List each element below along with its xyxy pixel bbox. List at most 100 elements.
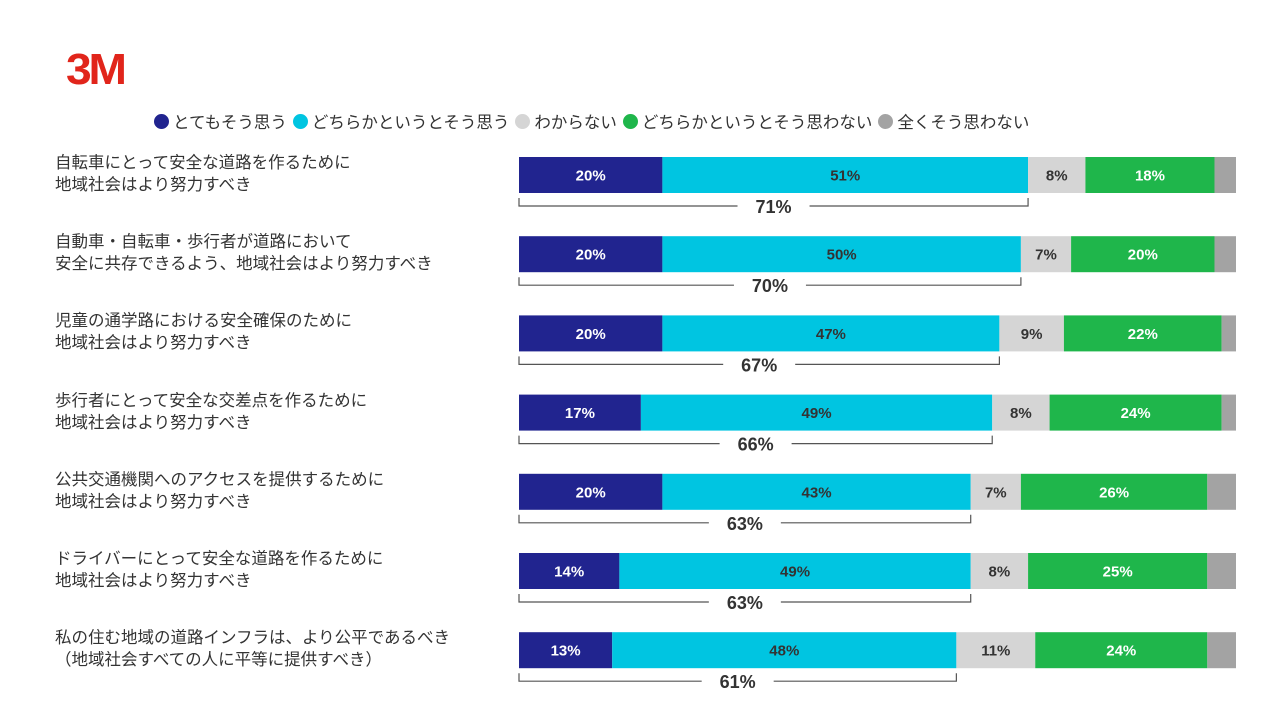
agree-total-label: 70% xyxy=(752,276,788,296)
agree-bracket xyxy=(518,356,1000,365)
bar-segment-label: 26% xyxy=(1099,484,1129,501)
legend-item: とてもそう思う xyxy=(154,109,287,133)
row-label-line2: 地域社会はより努力すべき xyxy=(55,571,252,590)
bar-segment xyxy=(1035,632,1208,669)
bar-segment xyxy=(1214,157,1236,193)
legend-item: わからない xyxy=(515,109,617,133)
bar-segment xyxy=(1020,236,1072,273)
bar-segment xyxy=(519,553,620,589)
bar-segment-label: 8% xyxy=(1010,405,1032,422)
bar-segment-label: 49% xyxy=(780,564,810,581)
row-label-line2: 地域社会はより努力すべき xyxy=(55,333,252,353)
legend-label: 全くそう思わない xyxy=(897,113,1030,132)
agree-bracket xyxy=(518,277,1022,286)
bar-segment-label: 11% xyxy=(981,643,1010,660)
bar-segment-label: 18% xyxy=(1135,168,1165,185)
bar-segment xyxy=(1020,473,1208,510)
bar-segment-label: 20% xyxy=(576,247,606,264)
row-label: 自動車・自転車・歩行者が道路において 安全に共存できるよう、地域社会はより努力すべ… xyxy=(55,231,433,275)
bar-segment xyxy=(992,394,1050,431)
bar-segment-label: 49% xyxy=(802,405,832,422)
bar-segment xyxy=(1207,473,1236,510)
bar-segment-label: 13% xyxy=(551,643,581,660)
row-label-line1: 自動車・自転車・歩行者が道路において xyxy=(55,232,352,252)
legend-swatch xyxy=(292,113,308,129)
bar-segment xyxy=(1071,236,1215,273)
bar-segment-label: 20% xyxy=(576,484,606,501)
bar-segment xyxy=(970,473,1021,510)
bar-segment-label: 48% xyxy=(769,643,799,660)
row-label-line2: （地域社会すべての人に平等に提供すべき） xyxy=(55,650,383,670)
bar-segment xyxy=(662,157,1029,193)
legend-label: とてもそう思う xyxy=(173,113,287,132)
agree-total-label: 63% xyxy=(727,514,763,534)
agree-total-label: 61% xyxy=(720,672,756,692)
bar-segment xyxy=(662,236,1021,273)
bar-segment-label: 8% xyxy=(989,564,1011,581)
bar-segment xyxy=(1207,632,1236,669)
legend-label: どちらかというとそう思う xyxy=(311,113,510,132)
bar-segment-label: 50% xyxy=(827,247,857,264)
bar-segment xyxy=(1214,236,1236,273)
bar-segment-label: 24% xyxy=(1121,405,1151,422)
bar-segment-label: 20% xyxy=(1128,247,1158,264)
row-label: 私の住む地域の道路インフラは、より公平であるべき （地域社会すべての人に平等に提供… xyxy=(55,627,450,671)
row-label-line2: 安全に共存できるよう、地域社会はより努力すべき xyxy=(55,254,433,274)
legend-swatch xyxy=(154,113,169,129)
bar-segment xyxy=(956,632,1036,669)
row-label: 公共交通機関へのアクセスを提供するために 地域社会はより努力すべき xyxy=(55,469,384,513)
bar-segment-label: 9% xyxy=(1021,326,1043,343)
bar-segment-label: 51% xyxy=(830,168,860,185)
bar-segment-label: 25% xyxy=(1103,564,1133,581)
chart-legend: とてもそう思う どちらかというとそう思う わからない どちらかというとそう思わない 全く… xyxy=(154,109,1035,133)
row-label-line1: 私の住む地域の道路インフラは、より公平であるべき xyxy=(55,628,451,648)
agree-bracket xyxy=(518,594,972,603)
bar-segment xyxy=(999,315,1064,352)
legend-swatch xyxy=(622,113,638,129)
bar-segment-label: 47% xyxy=(816,326,846,343)
row-label-line1: 公共交通機関へのアクセスを提供するために xyxy=(55,469,385,489)
bar-segment xyxy=(519,632,613,669)
row-label-line1: 自転車にとって安全な道路を作るために xyxy=(55,153,351,172)
legend-item: 全くそう思わない xyxy=(878,109,1029,133)
row-label: 自転車にとって安全な道路を作るために 地域社会はより努力すべき xyxy=(55,152,351,196)
row-label-line2: 地域社会はより努力すべき xyxy=(55,412,252,432)
bar-segment xyxy=(519,315,663,352)
bar-segment xyxy=(619,553,971,589)
row-label-line1: 児童の通学路における安全確保のために xyxy=(55,311,352,331)
bar-segment xyxy=(970,553,1029,589)
agree-total-label: 66% xyxy=(738,435,774,455)
legend-swatch xyxy=(878,113,894,129)
bar-segment-label: 20% xyxy=(576,326,606,343)
bar-segment xyxy=(1028,553,1208,589)
bar-segment-label: 7% xyxy=(985,484,1007,501)
row-label: 児童の通学路における安全確保のために 地域社会はより努力すべき xyxy=(55,310,352,354)
legend-swatch xyxy=(515,113,531,129)
row-label-line1: ドライバーにとって安全な道路を作るために xyxy=(55,549,384,568)
agree-total-label: 63% xyxy=(727,593,763,613)
row-label-line2: 地域社会はより努力すべき xyxy=(55,175,252,194)
agree-bracket xyxy=(518,435,993,445)
bar-segment-label: 7% xyxy=(1035,247,1057,264)
agree-bracket xyxy=(518,198,1029,207)
bar-segment xyxy=(662,473,971,510)
row-label-line1: 歩行者にとって安全な交差点を作るために xyxy=(55,390,368,410)
bar-segment xyxy=(612,632,957,669)
bar-segment-label: 43% xyxy=(802,484,832,501)
bar-segment xyxy=(1049,394,1222,431)
bar-segment-label: 24% xyxy=(1106,643,1136,660)
bar-segment xyxy=(1085,157,1215,193)
bar-segment xyxy=(519,157,663,193)
bar-segment-label: 8% xyxy=(1046,168,1068,185)
bar-segment-label: 22% xyxy=(1128,326,1158,343)
bar-segment-label: 17% xyxy=(565,405,595,422)
row-label: ドライバーにとって安全な道路を作るために 地域社会はより努力すべき xyxy=(55,548,383,592)
bar-segment xyxy=(1063,315,1222,352)
row-label-line2: 地域社会はより努力すべき xyxy=(55,491,252,511)
legend-label: わからない xyxy=(534,113,617,132)
bar-segment xyxy=(1028,157,1086,193)
bar-segment-label: 14% xyxy=(554,564,584,581)
legend-label: どちらかというとそう思わない xyxy=(641,113,873,132)
agree-total-label: 71% xyxy=(756,197,792,217)
